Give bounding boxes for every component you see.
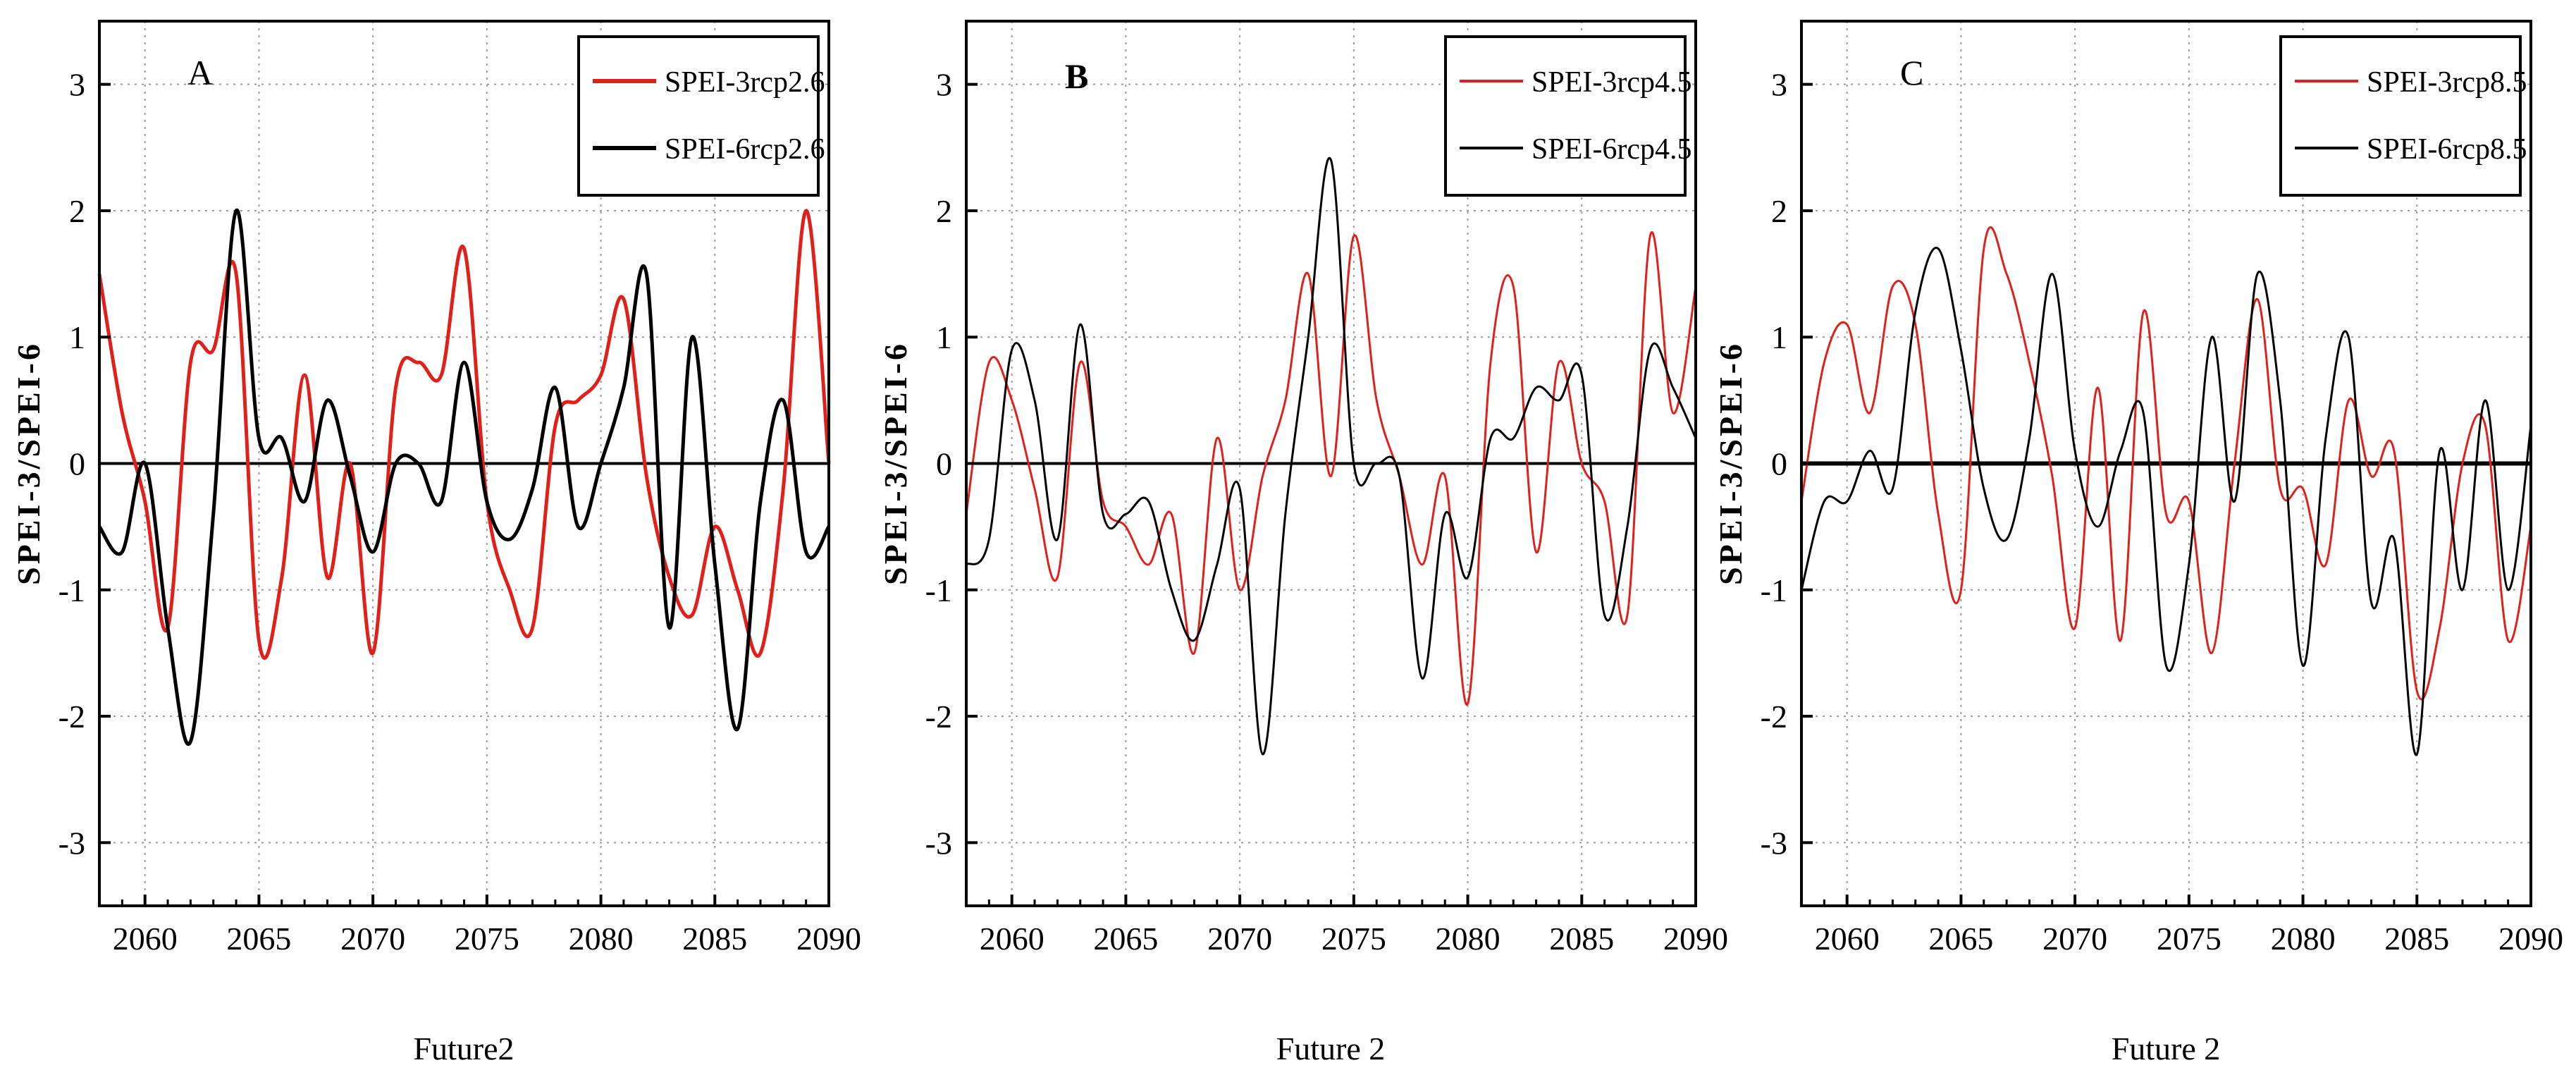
chart-panel-a: 2060 2065 2070 2075 2080 2085 2090 -3 -2 -1 0 1 2 3 A…: [11, 20, 861, 1067]
y-tick-label: 1: [1771, 319, 1787, 355]
y-tick-label: -3: [925, 825, 952, 861]
x-tick-label: 2075: [1321, 921, 1386, 957]
panel-label: B: [1065, 56, 1088, 96]
y-tick-label: 3: [69, 67, 85, 103]
x-tick-label: 2075: [455, 921, 519, 957]
series-line-spei-6rcp8-5: [1800, 247, 2532, 756]
y-tick-label: 1: [69, 319, 85, 355]
x-tick-label: 2085: [2384, 921, 2449, 957]
chart-panel-c: 2060 2065 2070 2075 2080 2085 2090 -3 -2 -1 0 1 2 3 C…: [1713, 20, 2563, 1067]
y-tick-label: 1: [936, 319, 952, 355]
x-axis-title: Future 2: [1276, 1031, 1386, 1067]
y-tick-label: -3: [1761, 825, 1787, 861]
x-tick-label: 2090: [2498, 921, 2563, 957]
series-line-spei-6rcp4-5: [965, 156, 1697, 756]
series-lines: [965, 156, 1697, 756]
x-tick-label: 2065: [1928, 921, 1993, 957]
x-tick-label: 2080: [2271, 921, 2336, 957]
x-tick-label: 2070: [1207, 921, 1272, 957]
legend: SPEI-3rcp8.5 SPEI-6rcp8.5: [2279, 35, 2527, 197]
y-tick-label: -1: [1761, 572, 1787, 608]
axis-ticks: 2060 2065 2070 2075 2080 2085 2090 -3 -2 -1 0 1 2 3: [1761, 67, 2563, 957]
y-tick-label: 3: [936, 67, 952, 103]
x-tick-label: 2080: [569, 921, 634, 957]
x-tick-label: 2085: [682, 921, 747, 957]
legend-label-spei3-rcp85: SPEI-3rcp8.5: [2367, 66, 2527, 99]
y-tick-label: 3: [1771, 67, 1787, 103]
y-axis-title: SPEI-3/SPEI-6: [11, 341, 47, 585]
y-tick-label: 2: [936, 193, 952, 229]
x-tick-label: 2080: [1436, 921, 1500, 957]
y-tick-label: -3: [58, 825, 85, 861]
legend-label-spei6-rcp45: SPEI-6rcp4.5: [1532, 133, 1691, 166]
x-axis-title: Future2: [413, 1031, 514, 1067]
y-tick-label: -2: [925, 699, 952, 735]
y-tick-label: 0: [1771, 446, 1787, 482]
legend-label-spei6-rcp26: SPEI-6rcp2.6: [665, 133, 825, 166]
x-tick-label: 2060: [980, 921, 1044, 957]
x-tick-label: 2065: [226, 921, 291, 957]
chart-panel-b: 2060 2065 2070 2075 2080 2085 2090 -3 -2 -1 0 1 2 3 B…: [877, 20, 1728, 1067]
x-tick-label: 2090: [1663, 921, 1728, 957]
y-tick-label: -1: [58, 572, 85, 608]
panel-label: C: [1900, 53, 1923, 92]
series-lines: [1800, 226, 2532, 756]
legend-box: [1444, 35, 1687, 197]
x-axis-title: Future 2: [2112, 1031, 2221, 1067]
panel-label: A: [187, 53, 213, 92]
y-tick-label: 2: [69, 193, 85, 229]
y-tick-label: -2: [1761, 699, 1787, 735]
legend-box: [2279, 35, 2522, 197]
axis-ticks: 2060 2065 2070 2075 2080 2085 2090 -3 -2 -1 0 1 2 3: [925, 67, 1728, 957]
x-tick-label: 2070: [2042, 921, 2107, 957]
legend: SPEI-3rcp2.6 SPEI-6rcp2.6: [577, 35, 825, 197]
x-tick-label: 2060: [113, 921, 178, 957]
x-tick-label: 2070: [340, 921, 405, 957]
y-tick-label: 2: [1771, 193, 1787, 229]
series-line-spei-6rcp2-6: [97, 208, 831, 746]
axis-ticks: 2060 2065 2070 2075 2080 2085 2090 -3 -2 -1 0 1 2 3: [58, 67, 861, 957]
x-tick-label: 2085: [1549, 921, 1614, 957]
y-axis-title: SPEI-3/SPEI-6: [877, 341, 913, 585]
y-tick-label: -2: [58, 699, 85, 735]
y-tick-label: 0: [936, 446, 952, 482]
x-tick-label: 2060: [1815, 921, 1880, 957]
legend-box: [577, 35, 820, 197]
series-lines: [97, 208, 831, 746]
legend-label-spei3-rcp26: SPEI-3rcp2.6: [665, 66, 825, 99]
legend: SPEI-3rcp4.5 SPEI-6rcp4.5: [1444, 35, 1691, 197]
y-axis-title: SPEI-3/SPEI-6: [1713, 341, 1749, 585]
y-tick-label: -1: [925, 572, 952, 608]
series-line-spei-3rcp8-5: [1800, 226, 2532, 701]
x-tick-label: 2090: [796, 921, 861, 957]
y-tick-label: 0: [69, 446, 85, 482]
legend-label-spei3-rcp45: SPEI-3rcp4.5: [1532, 66, 1691, 99]
x-tick-label: 2075: [2157, 921, 2221, 957]
series-line-spei-3rcp2-6: [97, 209, 831, 661]
x-tick-label: 2065: [1093, 921, 1158, 957]
legend-label-spei6-rcp85: SPEI-6rcp8.5: [2367, 133, 2527, 166]
